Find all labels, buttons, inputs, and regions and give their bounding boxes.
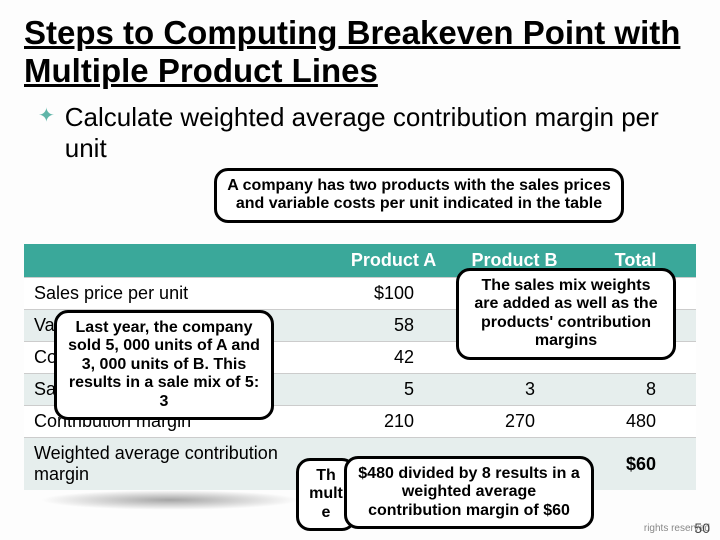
callout-left: Last year, the company sold 5, 000 units…: [54, 310, 274, 420]
row-label: Weighted average contribution margin: [24, 438, 333, 491]
cell: 480: [575, 406, 696, 438]
callout-right: The sales mix weights are added as well …: [456, 268, 676, 360]
cell: 210: [333, 406, 454, 438]
row-label: Sales price per unit: [24, 278, 333, 310]
slide-title: Steps to Computing Breakeven Point with …: [0, 0, 720, 96]
decorative-shadow: [40, 490, 300, 510]
bullet-icon: ✦: [38, 102, 55, 130]
bullet-row: ✦ Calculate weighted average contributio…: [0, 96, 720, 164]
callout-top: A company has two products with the sale…: [214, 168, 624, 223]
cell: 58: [333, 310, 454, 342]
col-a: Product A: [333, 244, 454, 278]
cell: $100: [333, 278, 454, 310]
cell: 5: [333, 374, 454, 406]
col-blank: [24, 244, 333, 278]
cell: 3: [454, 374, 575, 406]
page-number: 50: [694, 520, 710, 536]
cell: 8: [575, 374, 696, 406]
cell: 42: [333, 342, 454, 374]
callout-bottom-inner: $480 divided by 8 results in a weighted …: [344, 456, 594, 529]
bullet-text: Calculate weighted average contribution …: [65, 102, 696, 164]
cell: 270: [454, 406, 575, 438]
